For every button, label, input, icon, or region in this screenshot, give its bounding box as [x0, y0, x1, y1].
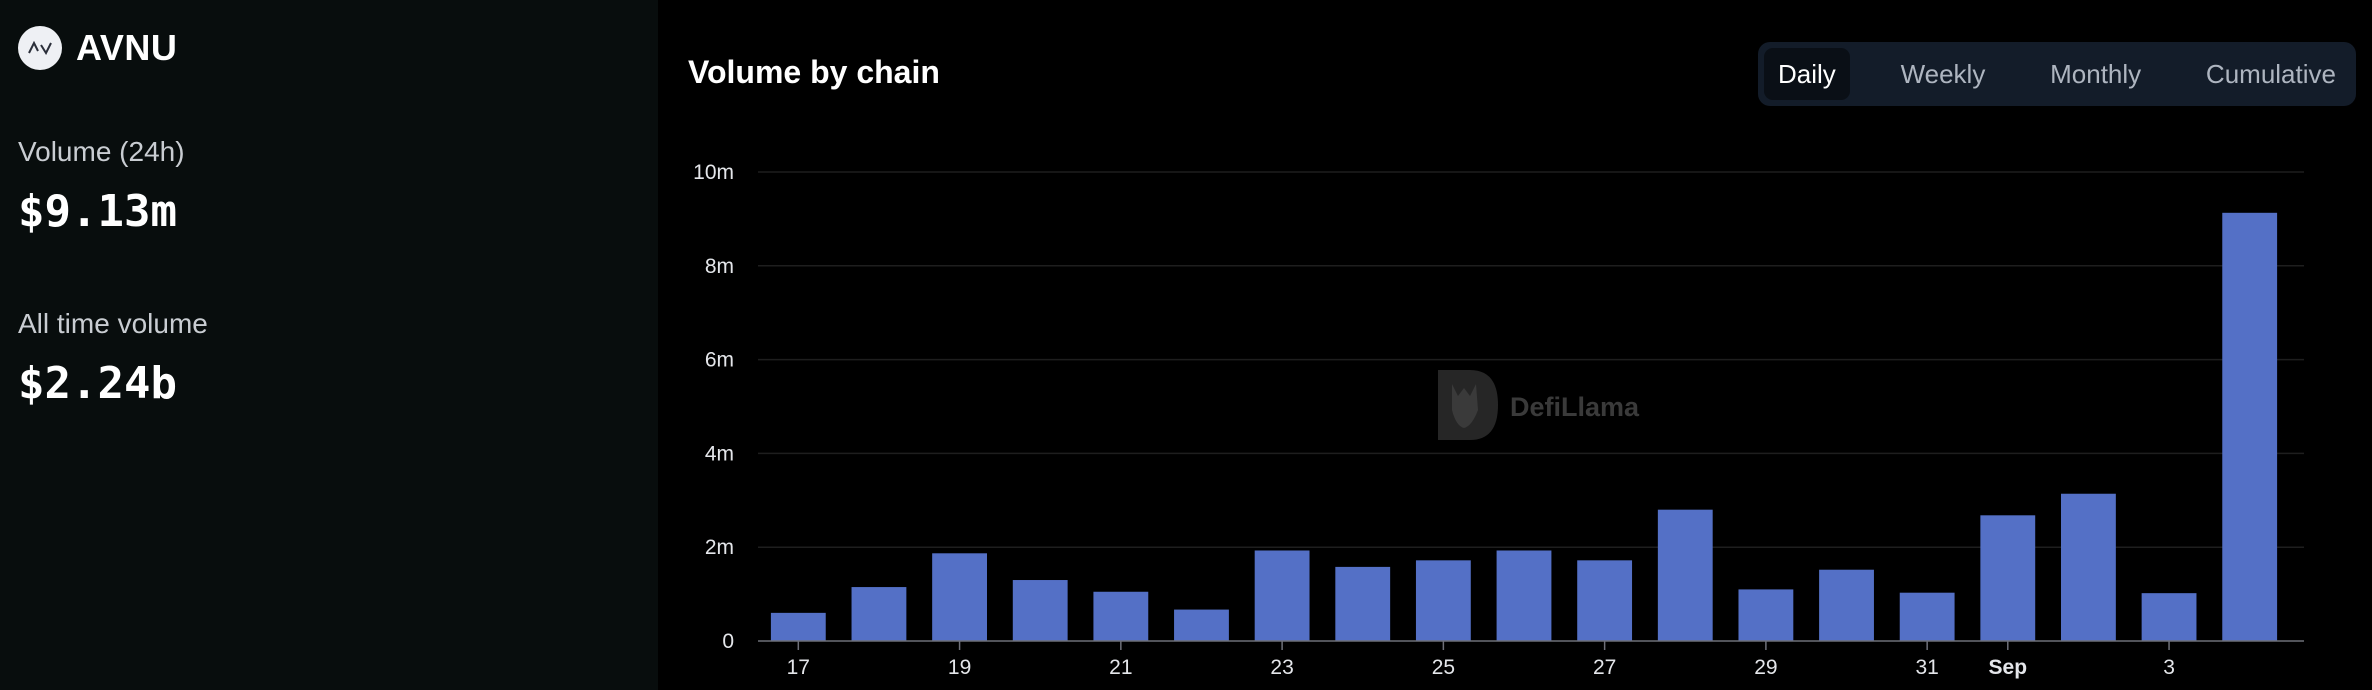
volume-bar[interactable]: [1093, 591, 1149, 641]
y-tick-label: 6m: [705, 349, 734, 372]
chart-title: Volume by chain: [688, 54, 940, 90]
volume-bar[interactable]: [770, 612, 826, 641]
y-tick-label: 4m: [705, 442, 734, 465]
volume-bar[interactable]: [1577, 560, 1633, 641]
avnu-logo-icon: [18, 26, 62, 70]
volume-bar[interactable]: [2061, 493, 2116, 641]
volume-bar[interactable]: [1496, 550, 1552, 641]
brand: AVNU: [18, 26, 177, 70]
stats-sidebar: AVNU Volume (24h) $9.13m All time volume…: [0, 0, 658, 690]
all-time-volume-label: All time volume: [18, 308, 208, 339]
volume-24h-value: $9.13m: [18, 186, 177, 237]
tab-daily[interactable]: Daily: [1764, 48, 1850, 100]
tab-cumulative[interactable]: Cumulative: [2205, 58, 2336, 89]
x-tick-label: 29: [1754, 656, 1777, 679]
app-name: AVNU: [76, 27, 178, 68]
volume-bar[interactable]: [1657, 509, 1713, 641]
all-time-volume-value: $2.24b: [18, 358, 177, 409]
volume-bar[interactable]: [1254, 550, 1310, 641]
x-tick-label: 27: [1593, 656, 1616, 679]
y-tick-label: 0: [722, 630, 734, 653]
volume-bar[interactable]: [1174, 609, 1229, 641]
y-tick-label: 10m: [693, 161, 734, 184]
volume-bar[interactable]: [1738, 589, 1794, 641]
volume-bar[interactable]: [1012, 580, 1068, 641]
bar-series: [770, 212, 2278, 641]
volume-bar[interactable]: [1819, 569, 1874, 641]
y-tick-label: 8m: [705, 255, 734, 278]
period-selector: Daily Weekly Monthly Cumulative: [1758, 42, 2356, 106]
llama-logo-icon: [1438, 370, 1498, 440]
x-tick-label: 21: [1109, 656, 1132, 679]
volume-bar[interactable]: [851, 587, 907, 641]
x-tick-label: 3: [2163, 656, 2175, 679]
grid-lines: [758, 171, 2304, 548]
tab-weekly[interactable]: Weekly: [1900, 58, 1986, 89]
x-tick-label: Sep: [1989, 656, 2028, 679]
tab-monthly[interactable]: Monthly: [2050, 58, 2142, 89]
y-axis-ticks: 0 2m 4m 6m 8m 10m: [693, 161, 734, 653]
x-tick-label: 17: [787, 656, 810, 679]
x-tick-label: 23: [1270, 656, 1293, 679]
volume-bar[interactable]: [1415, 560, 1471, 641]
volume-bar[interactable]: [2222, 212, 2278, 641]
volume-bar-chart: DefiLlama 0 2m 4m 6m 8m 10m 17 19 21 23 25 27 29 31 S…: [693, 161, 2304, 679]
volume-bar[interactable]: [1335, 566, 1391, 641]
volume-bar[interactable]: [2141, 593, 2197, 641]
volume-24h-label: Volume (24h): [18, 136, 185, 167]
volume-bar[interactable]: [932, 553, 987, 641]
watermark: DefiLlama: [1438, 370, 1640, 440]
all-time-volume-stat: All time volume $2.24b: [18, 308, 208, 409]
x-tick-label: 25: [1432, 656, 1455, 679]
volume-bar[interactable]: [1899, 592, 1955, 641]
watermark-text: DefiLlama: [1510, 392, 1640, 422]
volume-bar[interactable]: [1980, 515, 2036, 641]
x-tick-label: 19: [948, 656, 971, 679]
volume-24h-stat: Volume (24h) $9.13m: [18, 136, 185, 237]
x-tick-label: 31: [1915, 656, 1938, 679]
y-tick-label: 2m: [705, 536, 734, 559]
x-axis: 17 19 21 23 25 27 29 31 Sep 3: [758, 640, 2304, 679]
